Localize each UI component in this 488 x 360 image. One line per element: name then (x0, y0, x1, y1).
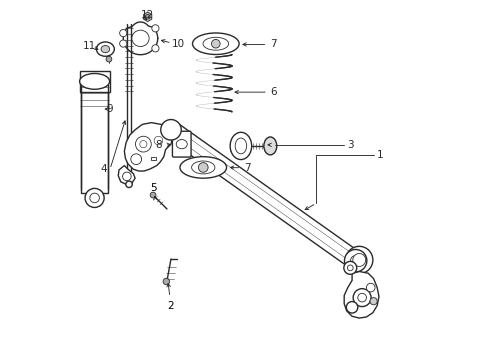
Text: 9: 9 (106, 104, 113, 114)
Ellipse shape (192, 33, 239, 54)
Ellipse shape (264, 137, 276, 155)
Circle shape (343, 261, 356, 274)
Text: 8: 8 (155, 140, 162, 150)
Circle shape (369, 298, 376, 305)
Circle shape (357, 293, 366, 302)
Circle shape (366, 283, 374, 292)
Circle shape (352, 253, 365, 266)
Circle shape (151, 25, 159, 32)
Text: 7: 7 (244, 163, 250, 173)
Circle shape (90, 193, 99, 203)
Polygon shape (143, 12, 151, 22)
Circle shape (346, 302, 357, 313)
Circle shape (161, 120, 181, 140)
Circle shape (106, 56, 112, 62)
Circle shape (198, 163, 208, 172)
Circle shape (151, 45, 159, 52)
Polygon shape (344, 271, 378, 318)
Ellipse shape (176, 140, 187, 149)
Circle shape (154, 136, 163, 145)
Circle shape (345, 246, 372, 274)
Bar (81, 78, 108, 193)
Ellipse shape (80, 73, 109, 89)
Ellipse shape (235, 138, 246, 154)
Ellipse shape (191, 161, 214, 174)
Text: 3: 3 (346, 140, 353, 150)
FancyBboxPatch shape (172, 131, 191, 157)
Ellipse shape (230, 132, 251, 159)
Circle shape (135, 136, 151, 152)
Circle shape (150, 192, 156, 198)
Circle shape (352, 289, 370, 307)
Ellipse shape (101, 45, 109, 53)
Ellipse shape (96, 42, 114, 56)
Bar (80, 71, 109, 92)
Circle shape (122, 172, 131, 181)
Text: 4: 4 (101, 164, 107, 174)
Bar (150, 157, 156, 160)
Text: 1: 1 (376, 150, 383, 160)
Circle shape (125, 181, 132, 188)
Ellipse shape (132, 30, 149, 46)
Ellipse shape (180, 157, 226, 178)
Text: 10: 10 (172, 39, 185, 49)
Circle shape (211, 40, 220, 48)
Circle shape (85, 188, 104, 207)
Text: 6: 6 (270, 87, 276, 97)
Polygon shape (124, 123, 172, 171)
Circle shape (346, 265, 352, 271)
Ellipse shape (203, 37, 228, 50)
Circle shape (163, 278, 169, 285)
Circle shape (140, 140, 147, 148)
Polygon shape (118, 166, 135, 184)
Circle shape (344, 249, 366, 272)
Circle shape (120, 40, 126, 47)
Circle shape (131, 154, 142, 165)
Text: 7: 7 (270, 40, 276, 49)
Circle shape (350, 256, 360, 266)
Text: 5: 5 (149, 183, 156, 193)
Text: 2: 2 (167, 301, 174, 311)
Circle shape (145, 14, 150, 19)
Circle shape (120, 30, 126, 37)
Text: 11: 11 (82, 41, 96, 50)
Text: 12: 12 (140, 10, 153, 20)
